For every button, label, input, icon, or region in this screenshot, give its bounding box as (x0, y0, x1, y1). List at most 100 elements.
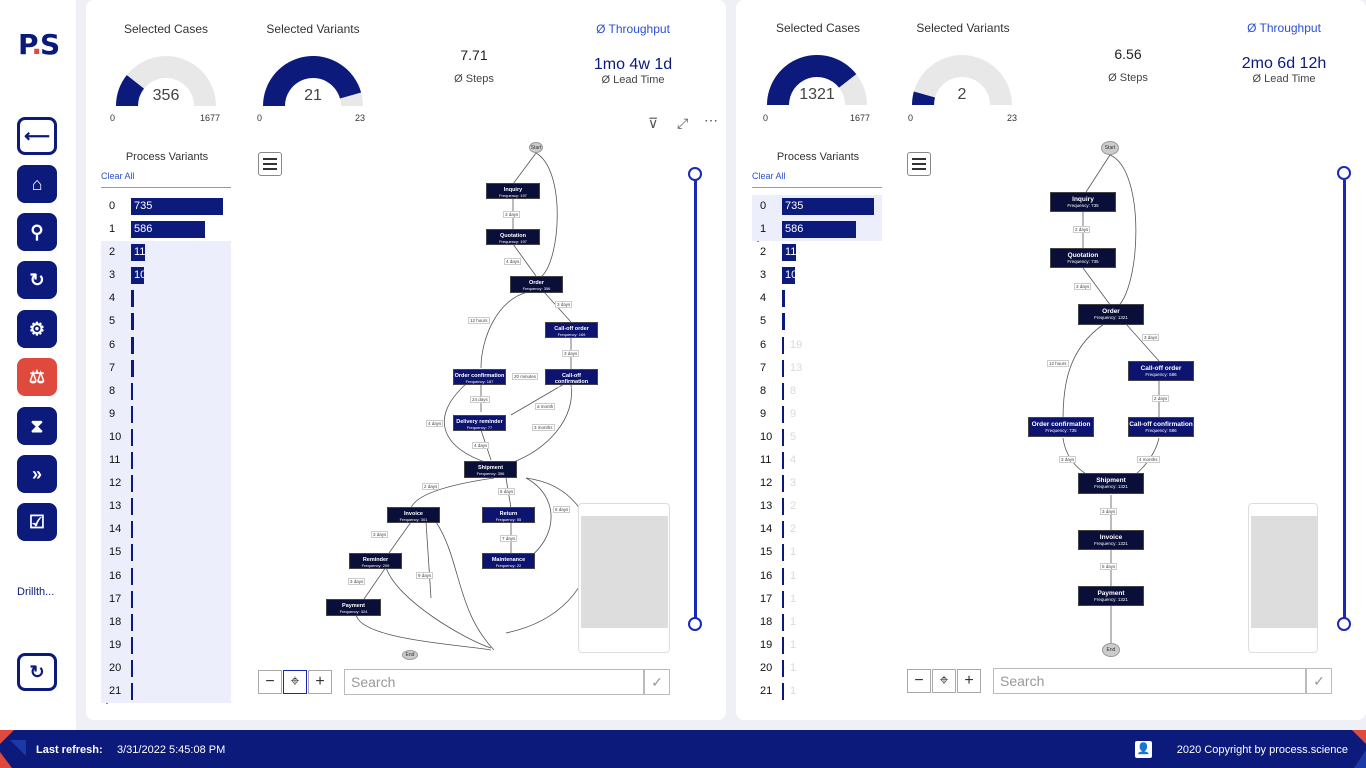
graph-menu-button[interactable] (258, 152, 282, 176)
graph-node-return[interactable]: Return Frequency: 55 (482, 507, 535, 523)
activity-slider-track[interactable] (1343, 180, 1346, 624)
activity-slider-top-knob[interactable] (688, 167, 702, 181)
graph-minimap[interactable] (578, 503, 670, 653)
variant-row[interactable]: 21 (101, 679, 231, 704)
fast-forward-icon[interactable]: » (17, 455, 57, 493)
variant-row[interactable]: 18 (101, 610, 231, 634)
clear-all-link[interactable]: Clear All (752, 171, 786, 181)
variant-row[interactable]: 10 (101, 425, 231, 450)
graph-node-quotation[interactable]: Quotation Frequency: 197 (486, 229, 540, 245)
graph-node-invoice[interactable]: Invoice Frequency: 1321 (1078, 530, 1144, 550)
clear-all-link[interactable]: Clear All (101, 171, 135, 181)
variant-row[interactable]: 12 (101, 472, 231, 496)
refresh-icon[interactable]: ↻ (17, 261, 57, 299)
zoom-in-button[interactable]: + (308, 670, 332, 694)
graph-node-call-off-confirmation[interactable]: Call-off confirmation Frequency: 169 (545, 369, 598, 390)
search-icon[interactable]: ⚲ (17, 213, 57, 251)
scales-icon[interactable]: ⚖ (17, 358, 57, 396)
variant-row[interactable]: 18 1 (752, 611, 882, 634)
graph-node-invoice[interactable]: Invoice Frequency: 301 (387, 507, 440, 523)
graph-node-shipment[interactable]: Shipment Frequency: 1321 (1078, 473, 1144, 494)
variant-row[interactable]: 3 102 (752, 264, 882, 287)
end-node[interactable]: End (402, 650, 418, 660)
zoom-out-button[interactable]: − (907, 669, 931, 693)
variant-row[interactable]: 6 19 (752, 334, 882, 357)
graph-node-order-confirmation[interactable]: Order confirmation Frequency: 735 (1028, 417, 1094, 437)
variant-row[interactable]: 11 4 (752, 449, 882, 472)
variant-row[interactable]: 8 (101, 379, 231, 403)
start-node[interactable]: Start (1101, 141, 1119, 155)
variant-row[interactable]: 5 (752, 310, 882, 333)
variant-row[interactable]: 16 (101, 564, 231, 588)
graph-minimap[interactable] (1248, 503, 1318, 653)
search-confirm-icon[interactable]: ✓ (1306, 668, 1332, 694)
hourglass-icon[interactable]: ⧗ (17, 407, 57, 445)
graph-node-delivery-reminder[interactable]: Delivery reminder Frequency: 77 (453, 415, 506, 431)
graph-menu-button[interactable] (907, 152, 931, 176)
back-icon[interactable]: ⟵ (17, 117, 57, 155)
variant-row[interactable]: 15 (101, 541, 231, 565)
center-graph-icon[interactable]: ⌖ (932, 669, 956, 693)
variant-row[interactable]: 13 2 (752, 495, 882, 518)
center-graph-icon[interactable]: ⌖ (283, 670, 307, 694)
variant-row[interactable]: 16 1 (752, 565, 882, 588)
graph-search-input[interactable]: Search (344, 669, 644, 695)
graph-node-order-confirmation[interactable]: Order confirmation Frequency: 187 (453, 369, 506, 385)
filter-icon[interactable]: ⊽ (648, 115, 659, 131)
process-graph[interactable] (1036, 140, 1236, 660)
variant-row[interactable]: 9 (101, 402, 231, 426)
graph-node-inquiry[interactable]: Inquiry Frequency: 197 (486, 183, 540, 199)
variant-row[interactable]: 4 (752, 287, 882, 310)
graph-node-payment[interactable]: Payment Frequency: 324 (326, 599, 381, 616)
activity-slider-track[interactable] (694, 180, 697, 624)
graph-node-inquiry[interactable]: Inquiry Frequency: 735 (1050, 192, 1116, 212)
variant-row[interactable]: 17 (101, 587, 231, 611)
variant-row[interactable]: 19 (101, 633, 231, 657)
activity-slider-bottom-knob[interactable] (688, 617, 702, 631)
zoom-in-button[interactable]: + (957, 669, 981, 693)
variant-row[interactable]: 6 (101, 333, 231, 357)
variant-row[interactable]: 19 1 (752, 634, 882, 657)
variant-row[interactable]: 4 (101, 287, 231, 311)
graph-node-payment[interactable]: Payment Frequency: 1321 (1078, 586, 1144, 606)
graph-node-quotation[interactable]: Quotation Frequency: 735 (1050, 248, 1116, 268)
variant-row[interactable]: 1 586 (752, 218, 882, 242)
gear-icon[interactable]: ⚙ (17, 310, 57, 348)
graph-node-call-off-confirmation[interactable]: Call-off confirmation Frequency: 586 (1128, 417, 1194, 437)
variant-row[interactable]: 1 586 (101, 218, 231, 241)
variant-row[interactable]: 14 (101, 518, 231, 542)
activity-slider-bottom-knob[interactable] (1337, 617, 1351, 631)
user-icon[interactable]: 👤 (1135, 741, 1152, 758)
graph-search-input[interactable]: Search (993, 668, 1306, 694)
variant-row[interactable]: 7 13 (752, 357, 882, 380)
variant-row[interactable]: 14 2 (752, 518, 882, 541)
variant-row[interactable]: 10 5 (752, 426, 882, 449)
zoom-out-button[interactable]: − (258, 670, 282, 694)
variant-row[interactable]: 15 1 (752, 541, 882, 564)
variant-row[interactable]: 20 (101, 656, 231, 680)
variant-row[interactable]: 21 1 (752, 680, 882, 703)
variant-row[interactable]: 13 (101, 495, 231, 519)
variant-row[interactable]: 17 1 (752, 588, 882, 611)
graph-node-reminder[interactable]: Reminder Frequency: 209 (349, 553, 402, 569)
activity-slider-top-knob[interactable] (1337, 166, 1351, 180)
graph-node-call-off-order[interactable]: Call-off order Frequency: 586 (1128, 361, 1194, 381)
variant-row[interactable]: 2 113 (101, 241, 231, 265)
variant-row[interactable]: 2 113 (752, 241, 882, 264)
start-node[interactable]: Start (529, 142, 543, 153)
variant-row[interactable]: 7 (101, 356, 231, 380)
drillthrough-label[interactable]: Drillth... (17, 586, 55, 598)
graph-node-order[interactable]: Order Frequency: 1321 (1078, 304, 1144, 325)
variant-row[interactable]: 12 3 (752, 472, 882, 495)
expand-icon[interactable]: ⤢ (677, 115, 689, 131)
process-graph[interactable] (316, 140, 616, 660)
home-icon[interactable]: ⌂ (17, 165, 57, 203)
variant-row[interactable]: 11 (101, 449, 231, 473)
graph-node-shipment[interactable]: Shipment Frequency: 356 (464, 461, 517, 478)
more-options-icon[interactable]: ⋯ (704, 112, 718, 128)
graph-node-maintenance[interactable]: Maintenance Frequency: 22 (482, 553, 535, 569)
checklist-icon[interactable]: ☑ (17, 503, 57, 541)
variant-row[interactable]: 20 1 (752, 657, 882, 680)
variant-row[interactable]: 5 (101, 310, 231, 334)
